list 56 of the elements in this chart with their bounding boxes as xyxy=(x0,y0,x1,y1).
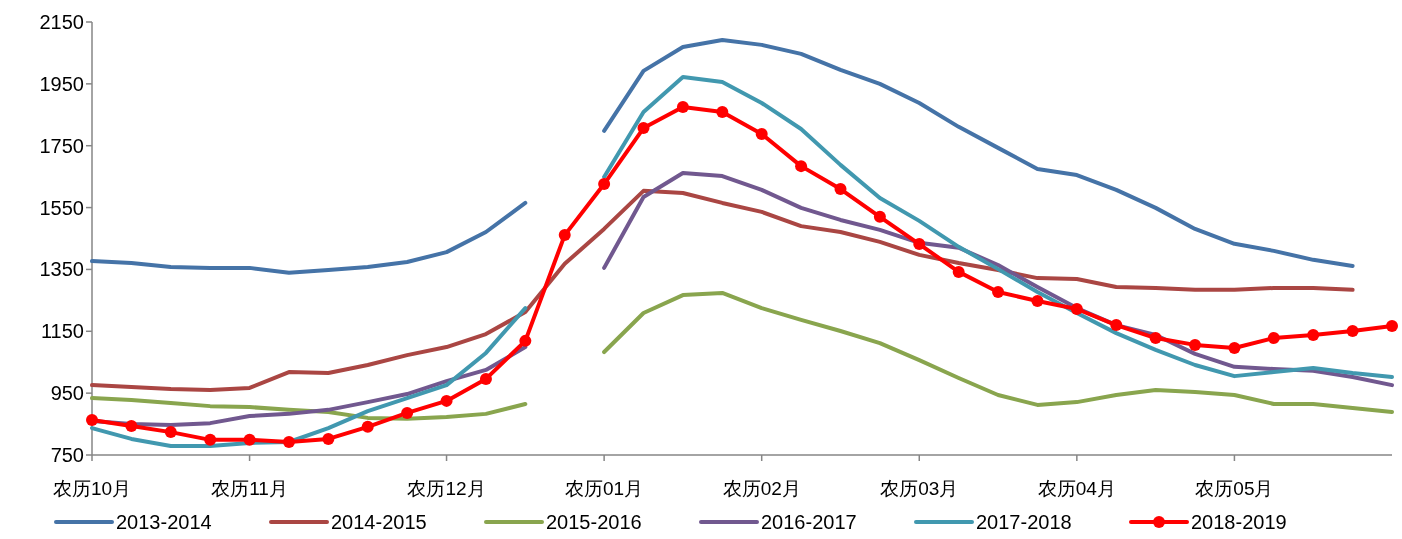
point xyxy=(1031,294,1044,307)
x-tick-label: 农历10月 xyxy=(52,478,132,499)
x-tick-label: 农历05月 xyxy=(1195,478,1274,499)
point xyxy=(1228,341,1241,354)
point xyxy=(1307,329,1320,341)
point xyxy=(519,334,532,347)
point xyxy=(440,394,453,407)
y-tick-label: 1750 xyxy=(39,134,84,157)
y-tick-label: 1150 xyxy=(40,320,84,343)
point xyxy=(243,433,256,446)
x-tick-label: 农历03月 xyxy=(880,478,959,499)
point xyxy=(1149,332,1162,345)
x-tick-label: 农历02月 xyxy=(722,478,801,499)
point xyxy=(755,127,768,140)
point xyxy=(992,286,1005,299)
legend-label: 2015-2016 xyxy=(546,511,642,533)
point xyxy=(282,436,295,449)
legend-label: 2016-2017 xyxy=(761,511,857,533)
point xyxy=(401,406,414,419)
y-tick-label: 1550 xyxy=(39,196,84,219)
point xyxy=(873,210,886,223)
point xyxy=(598,178,611,191)
point xyxy=(1346,324,1359,337)
x-tick-label: 农历12月 xyxy=(407,478,486,499)
point xyxy=(637,122,650,135)
y-tick-label: 2150 xyxy=(39,11,84,33)
point xyxy=(1110,319,1123,332)
point xyxy=(1189,338,1202,351)
point xyxy=(361,420,374,433)
point xyxy=(676,101,689,114)
point xyxy=(1267,332,1280,345)
y-tick-label: 1950 xyxy=(39,72,84,95)
point xyxy=(164,426,177,439)
legend-label: 2018-2019 xyxy=(1191,511,1287,533)
y-tick-label: 750 xyxy=(50,444,84,466)
legend-label: 2017-2018 xyxy=(976,511,1072,533)
x-tick-label: 农历04月 xyxy=(1037,478,1116,499)
point xyxy=(86,414,98,427)
point xyxy=(322,432,335,445)
point xyxy=(952,265,965,278)
point xyxy=(795,160,808,173)
legend-label: 2014-2015 xyxy=(331,511,427,533)
y-tick-label: 1350 xyxy=(39,258,84,281)
x-tick-label: 农历11月 xyxy=(211,478,288,499)
point xyxy=(125,419,138,432)
point xyxy=(913,238,926,251)
point xyxy=(558,229,571,242)
point xyxy=(1386,320,1398,333)
x-tick-label: 农历01月 xyxy=(565,478,644,499)
point xyxy=(204,433,217,446)
y-tick-label: 950 xyxy=(50,382,84,405)
point xyxy=(479,372,492,385)
legend-label: 2013-2014 xyxy=(116,511,212,533)
point xyxy=(1070,303,1083,316)
point xyxy=(716,106,729,118)
point xyxy=(834,183,847,196)
